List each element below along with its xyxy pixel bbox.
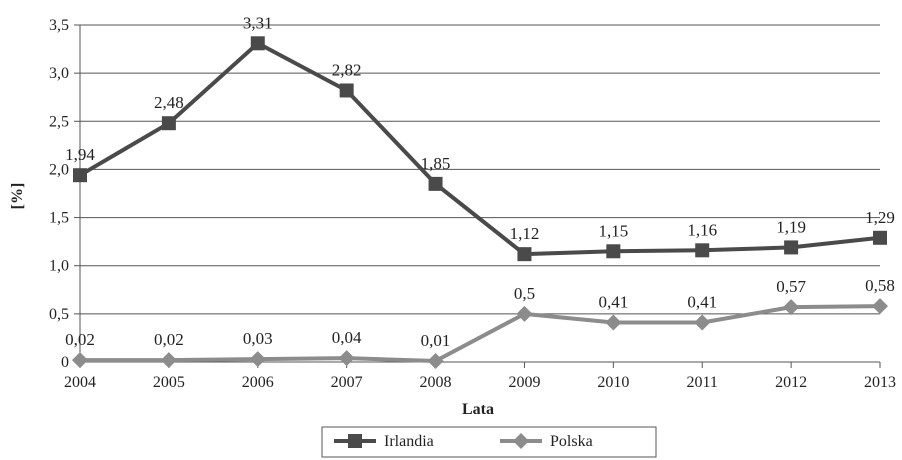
- data-label-irlandia: 1,12: [510, 224, 540, 243]
- legend-box: [321, 426, 657, 458]
- legend-marker-irlandia: [348, 434, 362, 448]
- data-labels: 1,94 2,48 3,31 2,82 1,85 1,12 1,15 1,16 1,19 1,29…: [65, 13, 895, 350]
- data-label-irlandia: 1,94: [65, 145, 95, 164]
- x-tick-label: 2010: [597, 374, 629, 391]
- data-point-irlandia: [695, 243, 710, 258]
- data-point-irlandia: [161, 116, 176, 131]
- data-point-irlandia: [873, 230, 887, 245]
- y-tick-label: 0: [61, 354, 69, 371]
- data-point-irlandia: [250, 36, 265, 51]
- data-point-irlandia: [339, 83, 354, 98]
- data-point-polska: [872, 298, 888, 315]
- y-tick-label: 1,5: [49, 210, 69, 227]
- data-label-irlandia: 1,29: [865, 208, 895, 227]
- x-axis-ticks: 2004 2005 2006 2007 2008 2009 2010 2011 2012 2013: [64, 362, 896, 391]
- data-label-polska: 0,41: [598, 293, 628, 312]
- data-point-polska: [338, 350, 355, 367]
- data-point-polska: [427, 353, 444, 370]
- data-label-irlandia: 2,48: [154, 93, 184, 112]
- y-axis-label: [%]: [9, 183, 26, 210]
- axes: [79, 25, 880, 363]
- legend-marker-polska: [513, 433, 529, 449]
- x-tick-label: 2007: [331, 374, 363, 391]
- series-line-irlandia: [78, 41, 881, 257]
- data-label-polska: 0,03: [243, 329, 273, 348]
- data-label-polska: 0,01: [421, 331, 451, 350]
- data-point-polska: [72, 352, 88, 369]
- data-point-polska: [516, 305, 533, 322]
- data-point-polska: [605, 314, 622, 331]
- data-label-irlandia: 1,16: [687, 220, 717, 239]
- data-point-irlandia: [73, 168, 87, 183]
- data-label-polska: 0,57: [776, 277, 806, 296]
- y-tick-label: 2,5: [49, 113, 69, 130]
- legend: Irlandia Polska: [321, 426, 657, 458]
- x-tick-label: 2012: [775, 374, 807, 391]
- series-layer: [72, 36, 888, 370]
- y-axis-ticks: 0 0,5 1,0 1,5 2,0 2,5 3,0 3,5: [49, 17, 80, 371]
- data-point-polska: [694, 314, 711, 331]
- data-point-polska: [249, 351, 266, 368]
- data-point-polska: [783, 299, 800, 316]
- data-label-polska: 0,5: [514, 284, 535, 303]
- data-label-irlandia: 1,15: [598, 221, 628, 240]
- data-point-irlandia: [784, 240, 799, 255]
- data-point-irlandia: [606, 244, 621, 259]
- data-label-irlandia: 2,82: [332, 60, 362, 79]
- data-label-polska: 0,02: [154, 330, 184, 349]
- y-tick-label: 3,0: [49, 65, 69, 82]
- x-tick-label: 2005: [153, 374, 185, 391]
- legend-label-polska: Polska: [550, 433, 593, 450]
- series-line-polska: [80, 304, 881, 364]
- data-label-polska: 0,02: [65, 330, 95, 349]
- gridlines: [80, 24, 880, 315]
- data-label-irlandia: 1,85: [421, 154, 451, 173]
- legend-label-irlandia: Irlandia: [384, 433, 434, 450]
- y-tick-label: 3,5: [49, 17, 69, 34]
- data-label-polska: 0,41: [687, 293, 717, 312]
- x-tick-label: 2013: [864, 374, 896, 391]
- data-label-irlandia: 3,31: [243, 13, 273, 32]
- x-tick-label: 2011: [687, 374, 718, 391]
- data-point-irlandia: [428, 176, 443, 191]
- x-tick-label: 2008: [420, 374, 452, 391]
- data-label-polska: 0,04: [332, 328, 362, 347]
- x-tick-label: 2009: [508, 374, 540, 391]
- x-axis-label: Lata: [462, 401, 494, 418]
- y-tick-label: 0,5: [49, 306, 69, 323]
- x-tick-label: 2004: [64, 374, 96, 391]
- y-tick-label: 2,0: [49, 161, 69, 178]
- data-label-irlandia: 1,19: [776, 217, 806, 236]
- data-point-irlandia: [517, 247, 532, 262]
- x-tick-label: 2006: [242, 374, 274, 391]
- y-tick-label: 1,0: [49, 258, 69, 275]
- data-label-polska: 0,58: [865, 276, 895, 295]
- data-point-polska: [160, 352, 177, 369]
